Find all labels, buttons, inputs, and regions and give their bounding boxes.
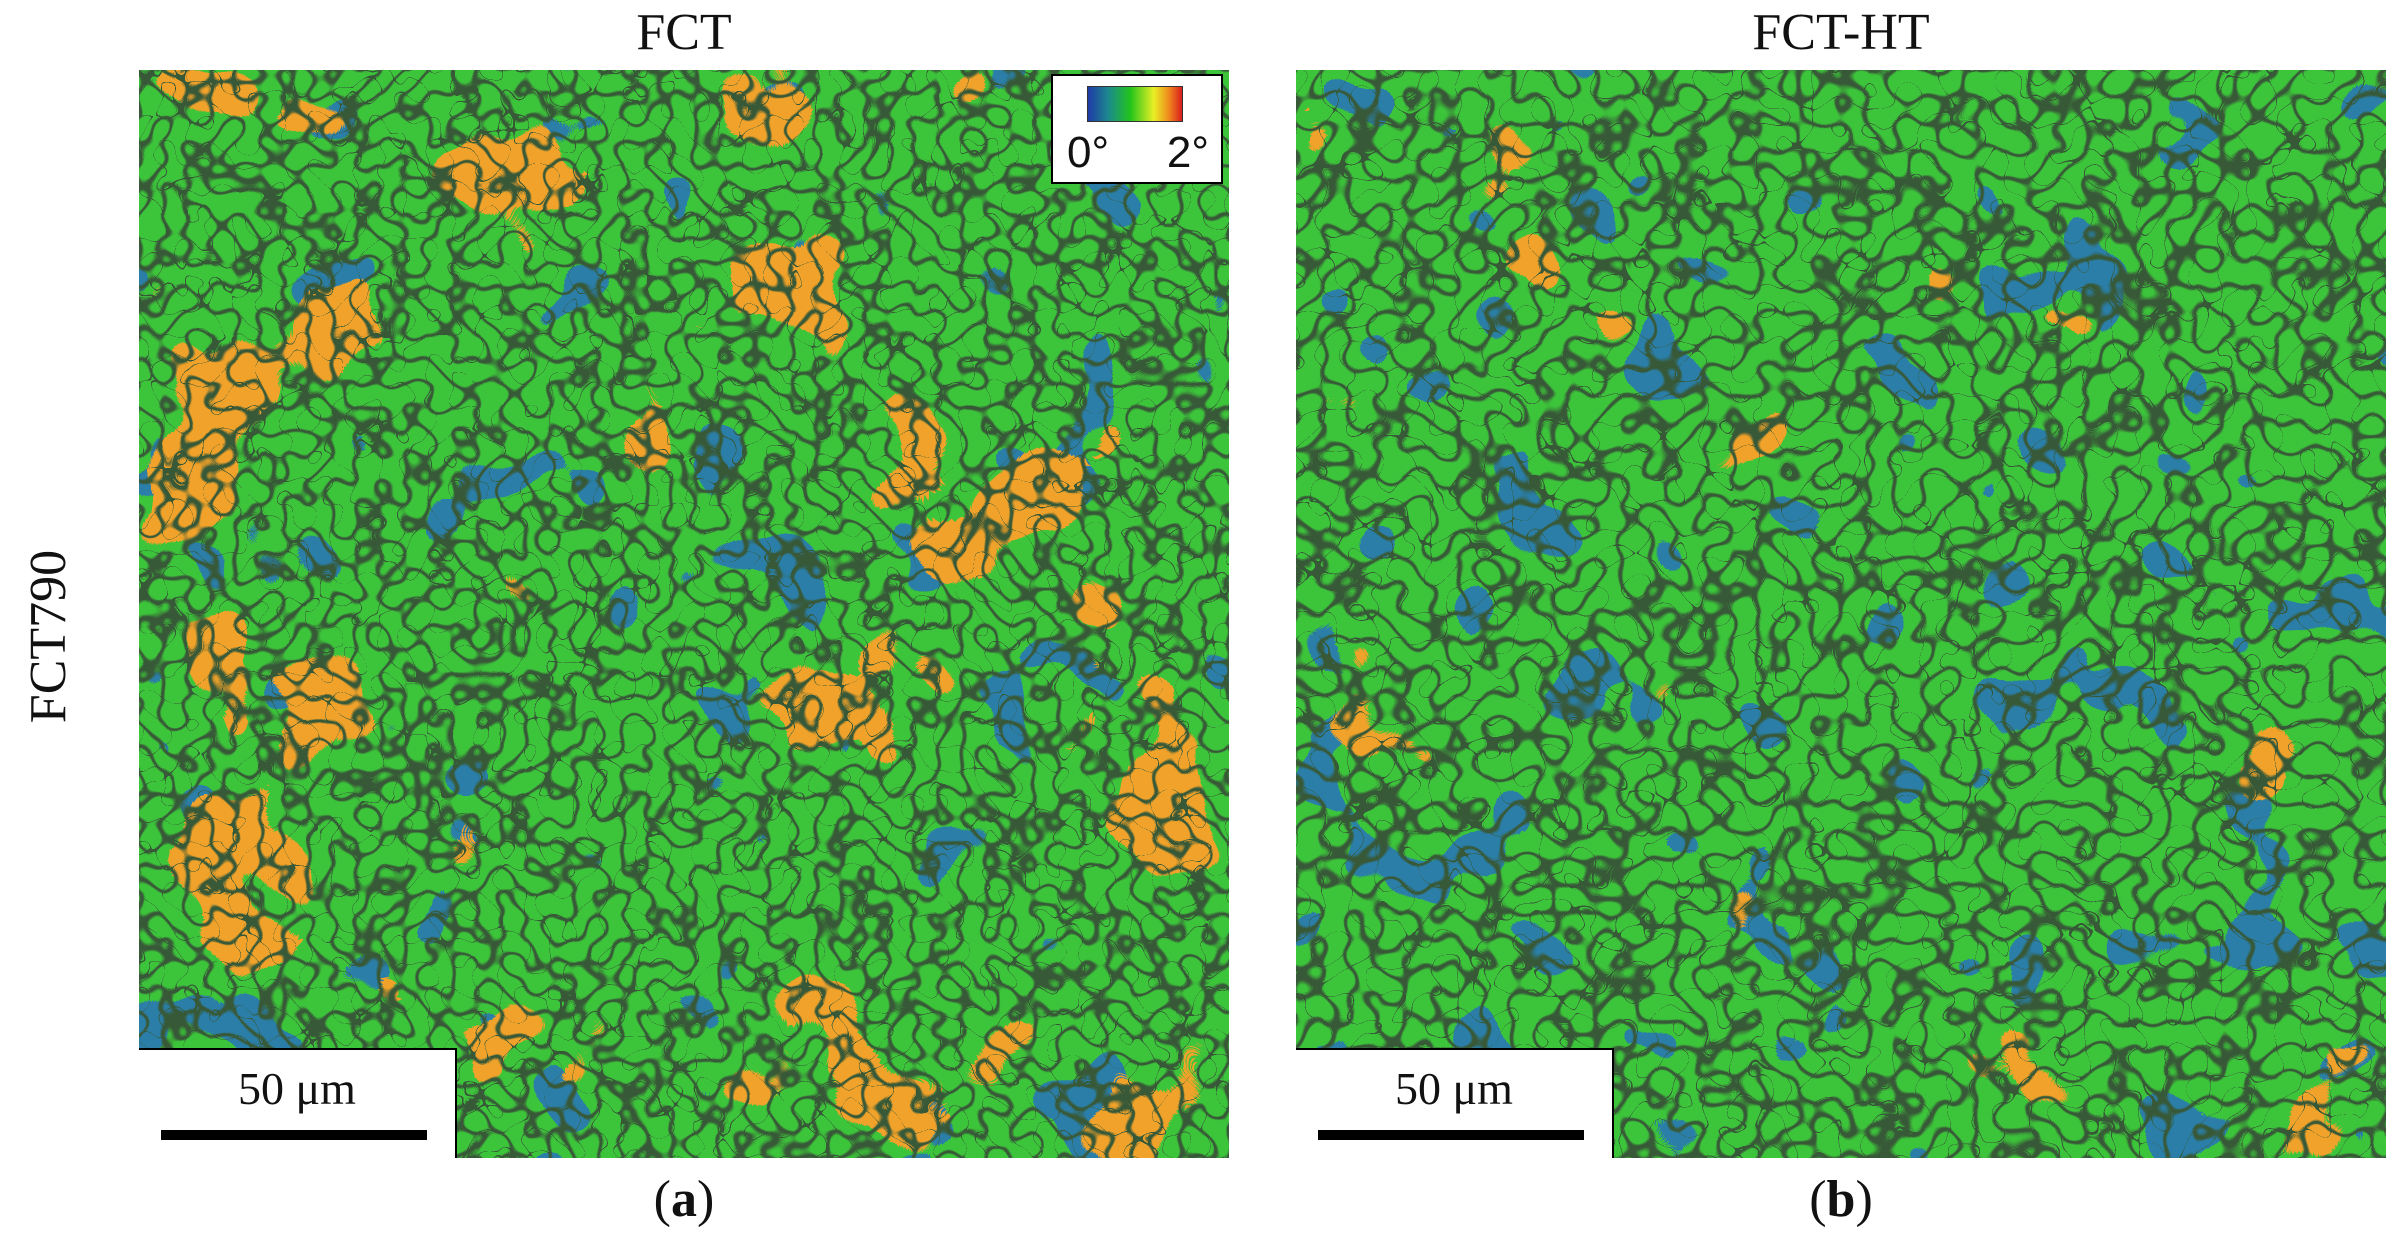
panel-b-label: (b) bbox=[1791, 1170, 1891, 1229]
panel-b-label-close: ) bbox=[1855, 1171, 1873, 1228]
colorbar-legend: 0° 2° bbox=[1051, 74, 1223, 184]
scale-bar-b: 50 μm bbox=[1296, 1048, 1614, 1158]
scale-bar-a-text: 50 μm bbox=[238, 1063, 356, 1114]
panel-b-label-open: ( bbox=[1809, 1171, 1827, 1228]
panel-a-image: 0° 2° 50 μm bbox=[139, 70, 1229, 1158]
scale-bar-a-line bbox=[161, 1130, 427, 1140]
row-label-text: FCT790 bbox=[20, 549, 78, 723]
scale-bar-a: 50 μm bbox=[139, 1048, 457, 1158]
panel-b-title: FCT-HT bbox=[1752, 4, 1930, 61]
colorbar-gradient bbox=[1087, 86, 1183, 122]
panel-a-title: FCT bbox=[636, 4, 732, 61]
scale-bar-b-text: 50 μm bbox=[1395, 1063, 1513, 1114]
scale-bar-b-line bbox=[1318, 1130, 1584, 1140]
panel-a-label-letter: a bbox=[671, 1171, 697, 1228]
panel-a-label-close: ) bbox=[697, 1171, 715, 1228]
colorbar-min-label: 0° bbox=[1067, 128, 1110, 177]
colorbar-max-label: 2° bbox=[1166, 128, 1209, 177]
panel-a-label: (a) bbox=[634, 1170, 734, 1229]
row-label: FCT790 bbox=[4, 476, 94, 796]
panel-b-image: 50 μm bbox=[1296, 70, 2386, 1158]
panel-a-label-open: ( bbox=[653, 1171, 671, 1228]
panel-b-label-letter: b bbox=[1826, 1171, 1856, 1228]
kam-map-a bbox=[139, 70, 1229, 1158]
kam-map-b bbox=[1296, 70, 2386, 1158]
